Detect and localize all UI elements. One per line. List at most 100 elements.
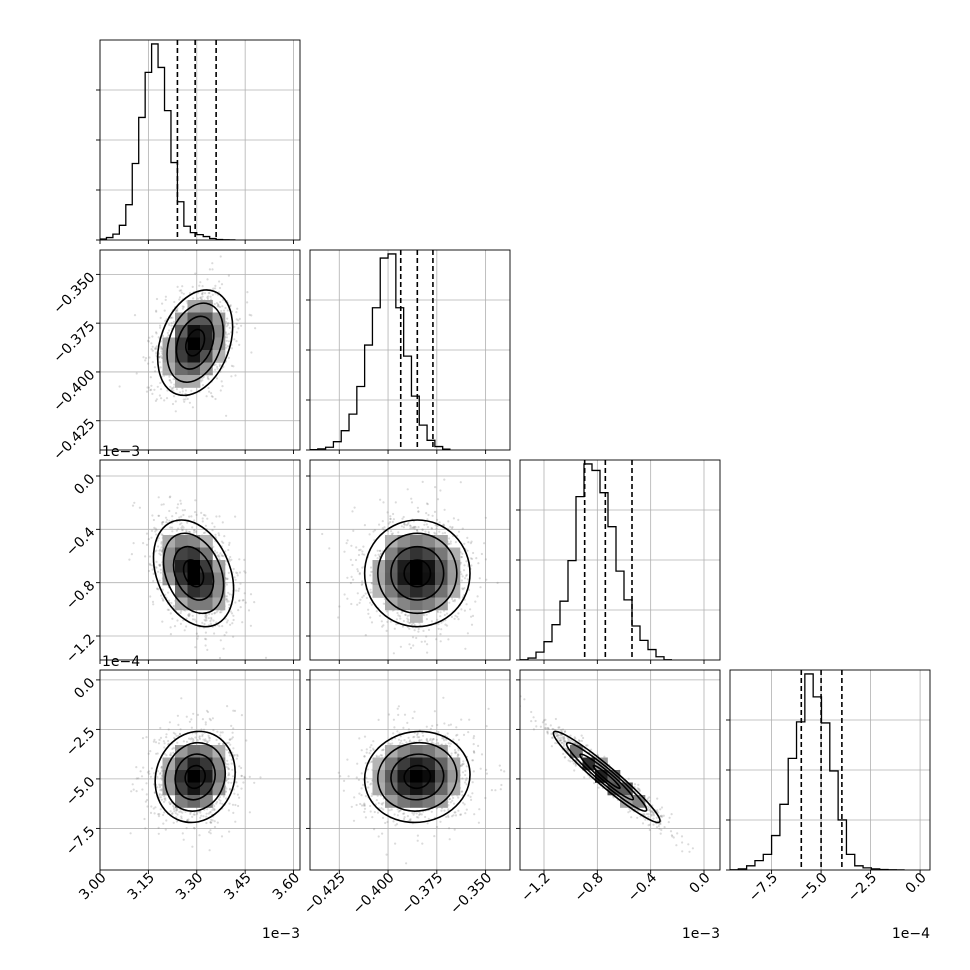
scatter-point [154,370,157,373]
scatter-point [238,571,242,574]
scatter-point [208,612,211,615]
scatter-point [227,356,230,359]
scatter-point [175,529,178,532]
scatter-point [560,741,563,744]
scatter-point [235,757,238,760]
density-cell [422,770,436,783]
scatter-point [397,705,400,708]
scatter-point [192,739,195,742]
scatter-point [438,530,441,533]
scatter-point [454,541,457,544]
scatter-point [216,365,219,368]
scatter-point [200,380,203,383]
scatter-point [425,737,428,741]
x-tick-label-1-2: −0.375 [398,870,446,918]
scatter-point [541,721,544,724]
scatter-point [235,318,238,321]
scatter-point [241,621,244,624]
contour-0-1-3 [156,289,234,397]
scatter-point [229,743,232,746]
density-cell [162,350,176,363]
scatter-point [171,316,174,319]
scatter-point [199,281,202,284]
scatter-point [118,385,121,388]
scatter-point [165,736,168,739]
density-cell [200,350,213,363]
scatter-point [349,558,352,561]
scatter-point [603,755,606,758]
scatter-point [158,356,161,359]
scatter-point [347,775,350,778]
scatter-point [243,592,246,595]
scatter-point [211,819,214,822]
density-cell [397,597,411,611]
scatter-point [181,387,184,390]
scatter-point [363,524,366,527]
scatter-point [130,790,133,793]
scatter-point [463,542,466,545]
density-cell [435,572,448,586]
scatter-point [234,601,237,604]
scatter-point [195,530,198,533]
scatter-point [629,810,632,813]
scatter-point [567,759,570,762]
scatter-point [166,518,169,521]
scatter-point [159,563,162,566]
scatter-point [321,532,324,536]
scatter-point [369,746,372,749]
scatter-point [447,543,450,546]
scatter-point [369,591,372,594]
scatter-point [562,737,565,740]
scatter-point [455,726,458,729]
scatter-point [380,802,383,805]
scatter-point [155,566,158,569]
scatter-point [230,375,233,378]
scatter-point [151,568,154,571]
scatter-point [439,489,442,492]
scatter-point [184,392,187,395]
scatter-point [409,819,412,822]
scatter-point [370,744,373,747]
x-tick-label-1-1: −0.400 [350,870,398,918]
scatter-point [227,768,230,771]
scatter-point [225,787,228,790]
scatter-point [355,776,358,779]
x-tick-label-2-1: −0.8 [572,870,607,905]
scatter-point [161,302,164,305]
scatter-point [627,777,630,780]
scatter-point [215,302,218,305]
scatter-point [485,578,488,581]
x-tick-label-3-2: −2.5 [845,870,880,905]
scatter-point [162,599,165,602]
scatter-point [224,320,228,324]
scatter-point [461,794,464,797]
scatter-point [423,614,426,617]
scatter-point [386,620,389,623]
scatter-point [149,775,152,778]
scatter-point [253,601,256,604]
scatter-point [226,577,229,580]
scatter-point [222,555,225,558]
scatter-point [235,322,238,326]
scatter-point [157,514,161,517]
scatter-point [463,609,466,612]
scatter-point [433,510,437,513]
scatter-point [213,820,216,823]
scatter-frame-0-2 [99,459,301,661]
scatter-point [385,853,388,856]
scatter-point [200,511,203,514]
scatter-point [205,638,208,641]
scatter-point [490,789,493,792]
scatter-point [563,756,566,759]
scatter-point [564,730,567,733]
scatter-point [168,753,172,757]
scatter-point [225,748,228,751]
scatter-point [426,822,429,825]
scatter-point [559,739,562,742]
scatter-point [175,820,178,823]
scatter-point [425,613,428,616]
scatter-point [198,834,201,837]
scatter-point [660,806,664,809]
scatter-point [209,622,212,625]
scatter-point [170,754,173,757]
